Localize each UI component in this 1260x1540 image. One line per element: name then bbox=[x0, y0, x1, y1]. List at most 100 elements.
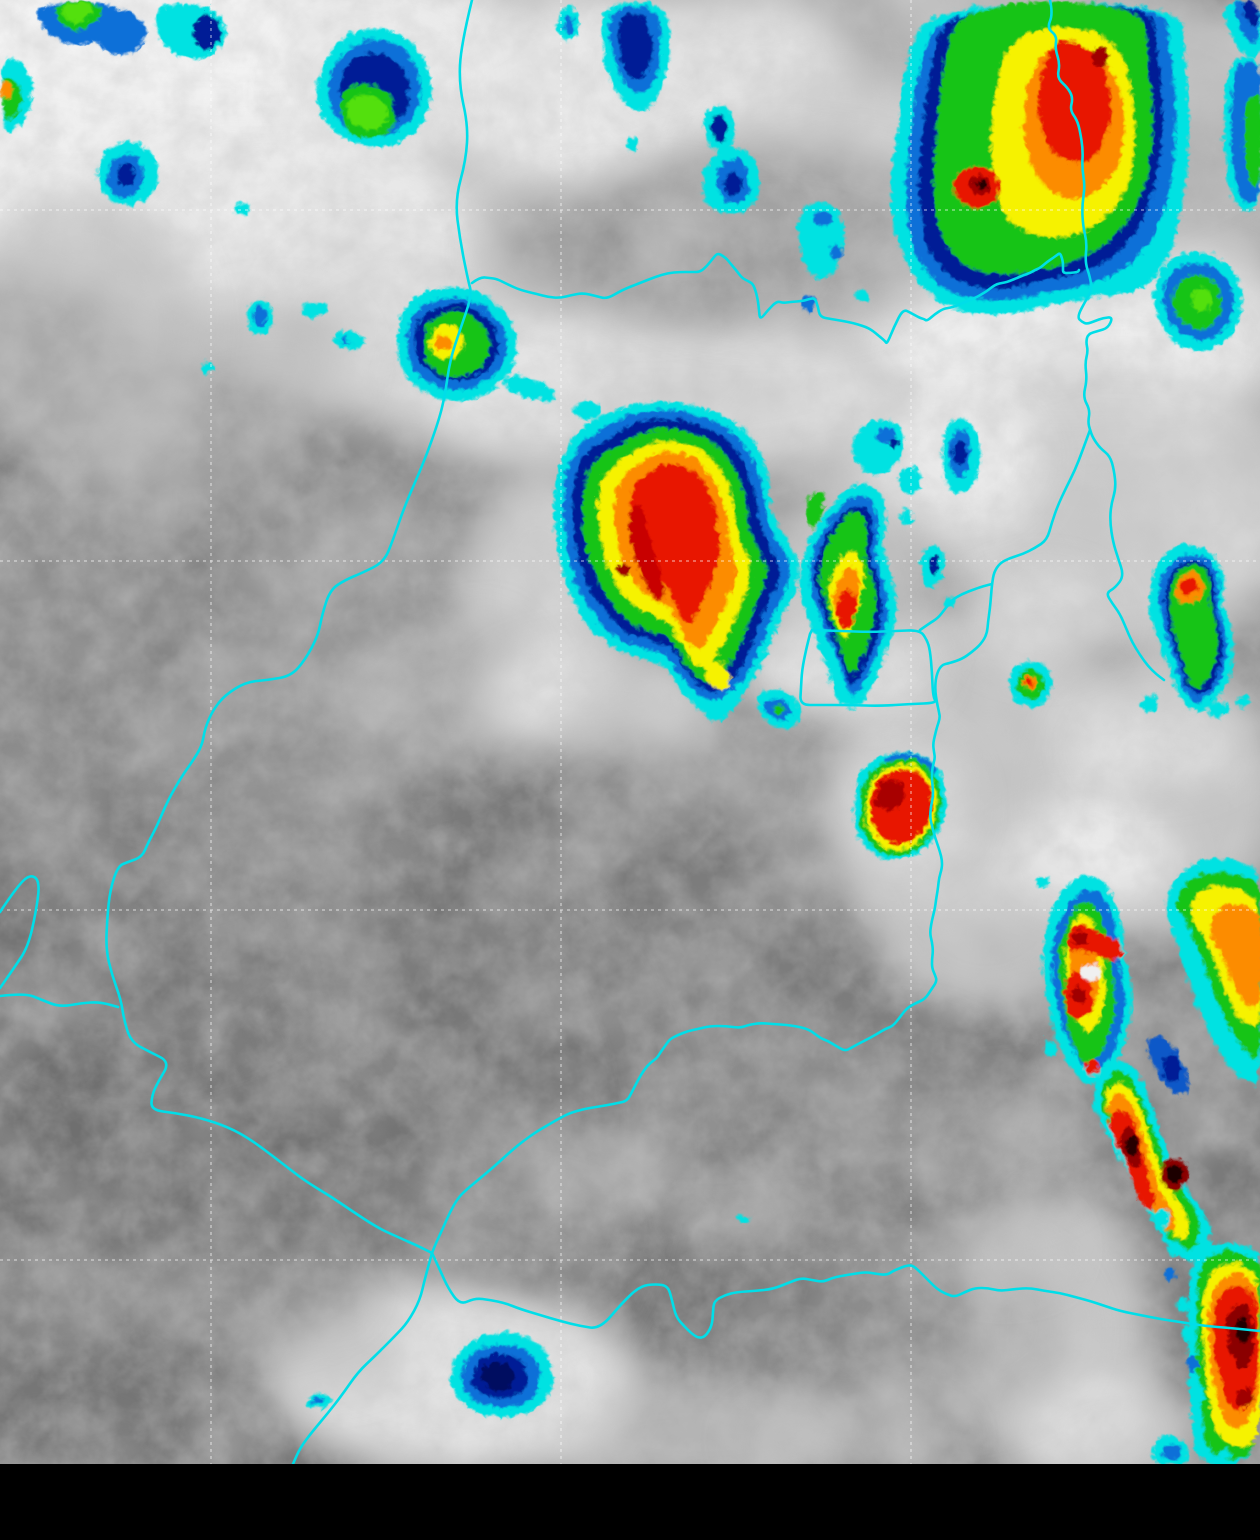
storm-se-cell-1-layer bbox=[1070, 929, 1086, 943]
gridlines bbox=[0, 0, 1260, 1464]
storm-north-2-layer bbox=[562, 14, 572, 32]
storm-se-cell-3-layer bbox=[1235, 1387, 1251, 1405]
storm-west-1-layer bbox=[432, 333, 450, 349]
storm-small-round bbox=[1006, 659, 1051, 706]
storm-northwest-cluster-layer bbox=[251, 303, 265, 325]
storm-north-2-layer bbox=[828, 242, 840, 260]
border-west-river bbox=[105, 0, 474, 1255]
storm-north-2-layer bbox=[722, 169, 740, 193]
storm-se-cell-3-layer bbox=[1192, 1442, 1208, 1454]
storm-se-cell-3-layer bbox=[1215, 1447, 1229, 1457]
storm-se-cell-1-layer bbox=[1069, 984, 1083, 1002]
storm-northwest-cluster-layer bbox=[92, 8, 144, 52]
storm-red-ball bbox=[852, 749, 945, 859]
storm-central-layer bbox=[627, 501, 663, 600]
storm-central-2-layer bbox=[803, 489, 823, 527]
storm-central-2 bbox=[798, 417, 954, 707]
storm-north-1-layer bbox=[345, 91, 386, 128]
storm-northwest-cluster-layer bbox=[191, 12, 219, 48]
storm-west-1-layer bbox=[344, 331, 360, 341]
border-south bbox=[430, 1251, 1260, 1339]
border-box-spur bbox=[918, 582, 994, 632]
caption-bar: GOES-16 Band 13 Brightness Temperature [… bbox=[0, 1464, 1260, 1540]
storm-se-cell-3-layer bbox=[1166, 1238, 1178, 1254]
storm-central-layer bbox=[702, 658, 730, 688]
storm-north-1 bbox=[315, 25, 430, 145]
storm-blue-streak-layer bbox=[951, 438, 965, 462]
storm-central-layer bbox=[771, 703, 783, 713]
storm-south-blue-layer bbox=[479, 1360, 514, 1389]
storm-north-2-layer bbox=[624, 135, 636, 149]
map-borders bbox=[0, 0, 1260, 1464]
storm-se-cell-1-layer bbox=[1079, 962, 1099, 978]
storm-central-layer bbox=[628, 462, 718, 622]
storm-west-1-layer bbox=[571, 399, 599, 417]
storm-east-mid-layer bbox=[1178, 576, 1196, 594]
storm-east-mid-layer bbox=[1140, 693, 1156, 711]
storm-northwest-cluster-layer bbox=[232, 201, 248, 213]
storm-central-2-layer bbox=[896, 464, 920, 493]
storm-east-mid-layer bbox=[1207, 700, 1227, 716]
storm-se-cell-1-layer bbox=[1033, 875, 1047, 885]
storm-blue-streak bbox=[702, 103, 978, 492]
storm-north-2-layer bbox=[615, 11, 651, 77]
border-north bbox=[470, 252, 1081, 345]
storm-central-layer bbox=[616, 561, 628, 573]
storm-central-2-layer bbox=[875, 425, 893, 441]
storm-se-cell-3-layer bbox=[1162, 1265, 1174, 1279]
storm-se-cell-2-layer bbox=[1164, 1162, 1180, 1182]
storm-right-edge-band bbox=[1221, 54, 1260, 209]
storm-northeast-complex-layer bbox=[975, 177, 985, 187]
storm-se-cell-3-layer bbox=[1160, 1442, 1180, 1458]
storm-se-cell-3-layer bbox=[1185, 1354, 1197, 1370]
storm-se-cell-3-layer bbox=[1191, 1383, 1203, 1401]
storm-se-band-right-layer bbox=[1207, 901, 1260, 1006]
storm-east-upper bbox=[1151, 250, 1241, 349]
border-south-branch bbox=[291, 1251, 434, 1464]
storm-se-band-right bbox=[1146, 857, 1260, 1094]
storm-east-upper-layer bbox=[1190, 286, 1210, 310]
storm-se-cell-1 bbox=[1033, 873, 1130, 1082]
storm-northeast-complex-layer bbox=[1089, 46, 1107, 64]
storm-se-cell-3-layer bbox=[1180, 1325, 1192, 1341]
storm-se-cell-3-layer bbox=[1175, 1295, 1187, 1311]
border-left-hook bbox=[0, 875, 40, 990]
storm-northwest-cluster-layer bbox=[115, 160, 133, 184]
storm-se-cell-3 bbox=[1150, 1207, 1260, 1464]
storm-northeast-complex bbox=[888, 0, 1187, 314]
border-box bbox=[799, 628, 937, 707]
storm-layer bbox=[0, 0, 1260, 1464]
storm-red-ball-layer bbox=[873, 777, 903, 809]
storm-ne-corner-layer bbox=[1241, 0, 1256, 27]
storm-north-2-layer bbox=[853, 288, 869, 300]
storm-central-2-layer bbox=[887, 436, 897, 446]
storm-se-cell-2-layer bbox=[1124, 1135, 1136, 1153]
storm-south-blue-layer bbox=[737, 1213, 747, 1221]
storm-north-2-layer bbox=[812, 209, 830, 223]
storm-blue-streak-layer bbox=[709, 113, 726, 140]
border-east-river bbox=[1047, 0, 1166, 682]
satellite-map bbox=[0, 0, 1260, 1464]
storm-central-2-layer bbox=[835, 587, 855, 627]
storm-central-2-layer bbox=[927, 554, 937, 572]
storm-south-blue-layer bbox=[310, 1395, 322, 1403]
storm-central-2-layer bbox=[899, 507, 911, 525]
storm-se-cell-3-layer bbox=[1153, 1207, 1167, 1225]
storm-south-blue bbox=[306, 1213, 747, 1416]
storm-se-cell-2 bbox=[1083, 1058, 1210, 1261]
border-left-stub bbox=[0, 993, 120, 1009]
storm-northwest-cluster-layer bbox=[199, 360, 213, 372]
storm-se-cell-1-layer bbox=[1042, 1038, 1054, 1054]
storm-east-mid bbox=[1140, 542, 1247, 716]
storm-northwest-cluster-layer bbox=[299, 300, 325, 316]
storm-right-edge-band-layer bbox=[1242, 91, 1260, 185]
storm-ne-corner bbox=[1222, 0, 1260, 56]
storm-northwest-cluster bbox=[0, 0, 362, 372]
storm-northwest-cluster-layer bbox=[60, 2, 91, 22]
storm-west-1-layer bbox=[502, 373, 554, 400]
storm-east-mid-layer bbox=[1233, 694, 1247, 706]
storm-northwest-cluster-layer bbox=[0, 82, 10, 96]
storm-central bbox=[551, 399, 799, 727]
border-east-main bbox=[430, 428, 1092, 1255]
